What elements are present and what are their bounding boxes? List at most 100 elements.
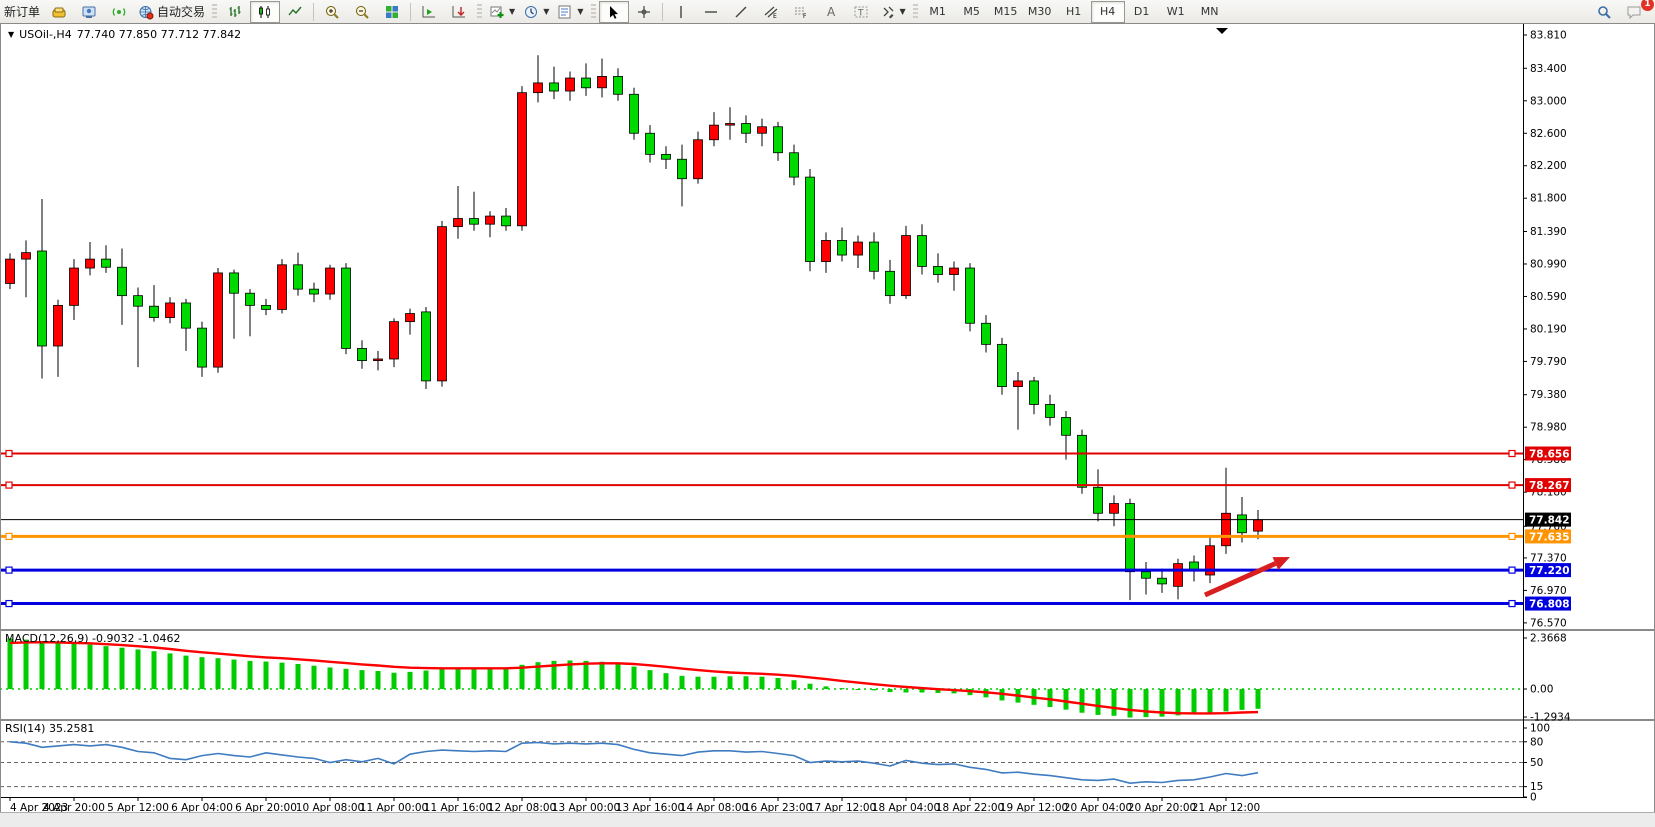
macd-histogram-bar — [583, 660, 589, 689]
chevron-down-icon: ▼ — [543, 7, 550, 16]
horizontal-line-object[interactable] — [0, 599, 1523, 608]
macd-histogram-bar — [39, 641, 45, 689]
price-badge: 78.267 — [1525, 478, 1571, 493]
macd-histogram-bar — [471, 667, 477, 689]
horizontal-line-button[interactable] — [696, 1, 726, 23]
bar-chart-button[interactable] — [220, 1, 250, 23]
bull-candle — [597, 76, 607, 89]
navigator-button[interactable] — [104, 1, 134, 23]
macd-histogram-bar — [823, 686, 829, 689]
trend-arrow-annotation[interactable] — [1203, 557, 1290, 598]
toolbar-grip — [477, 3, 483, 20]
macd-histogram-bar — [343, 668, 349, 689]
timeframe-mn-button[interactable]: MN — [1200, 5, 1219, 18]
line-chart-icon — [288, 6, 302, 15]
line-chart-button[interactable] — [280, 1, 310, 23]
zoom-out-button[interactable] — [347, 1, 377, 23]
auto-scroll-icon — [422, 5, 436, 17]
price-tick-label: 76.570 — [1530, 617, 1567, 629]
candlestick-chart-button[interactable] — [250, 0, 281, 23]
macd-histogram-bar — [167, 653, 173, 689]
cursor-button[interactable] — [598, 0, 629, 23]
search-icon — [1598, 5, 1611, 19]
timeframe-m5-button[interactable]: M5 — [963, 5, 980, 18]
line-handle[interactable] — [5, 599, 13, 608]
vertical-line-button[interactable] — [666, 1, 696, 23]
crosshair-button[interactable] — [629, 1, 659, 23]
bull-candle — [517, 92, 527, 227]
date-label: 14 Apr 08:00 — [680, 802, 748, 813]
text-label-button[interactable]: T — [846, 1, 876, 23]
bear-candle — [549, 82, 559, 92]
macd-histogram-bar — [295, 663, 301, 689]
new-chart-icon — [52, 7, 66, 17]
horizontal-line-object[interactable] — [0, 566, 1523, 574]
indicators-button[interactable]: ▼ — [485, 1, 519, 23]
chart-window[interactable]: 83.810 83.400 83.000 82.600 82.200 81.800 81.3… — [0, 23, 1655, 813]
market-watch-button[interactable] — [74, 1, 104, 23]
bear-candle — [997, 343, 1007, 387]
crosshair-icon — [637, 5, 650, 18]
timeframe-h1-button[interactable]: H1 — [1066, 5, 1082, 18]
timeframe-w1-button[interactable]: W1 — [1166, 5, 1185, 18]
text-button[interactable]: A — [816, 1, 846, 23]
line-handle[interactable] — [1508, 481, 1516, 489]
autotrading-button[interactable]: 自动交易 — [134, 1, 209, 23]
chart-window-button[interactable] — [44, 1, 74, 23]
timeframe-d1-button[interactable]: D1 — [1133, 5, 1150, 18]
timeframe-h4-button[interactable]: H4 — [1090, 0, 1125, 23]
macd-histogram-bar — [327, 667, 333, 689]
line-handle[interactable] — [1508, 532, 1516, 541]
chart-canvas[interactable]: 83.810 83.400 83.000 82.600 82.200 81.800 81.3… — [0, 23, 1655, 813]
bull-candle — [1205, 545, 1215, 576]
zoom-in-button[interactable] — [317, 1, 347, 23]
auto-scroll-button[interactable] — [414, 1, 444, 23]
trendline-button[interactable] — [726, 1, 756, 23]
macd-histogram-bar — [1127, 689, 1133, 718]
tile-windows-icon — [386, 5, 399, 18]
svg-text:T: T — [857, 8, 864, 18]
line-handle[interactable] — [1508, 449, 1516, 458]
scroll-marker-icon[interactable] — [1216, 28, 1228, 34]
toolbar-separator — [661, 2, 663, 21]
horizontal-line-object[interactable] — [0, 532, 1523, 541]
line-handle[interactable] — [5, 532, 13, 541]
date-label: 10 Apr 08:00 — [296, 802, 364, 813]
zoom-in-icon — [326, 5, 339, 19]
bull-candle — [453, 218, 463, 228]
date-label: 4 Apr 20:00 — [43, 802, 105, 813]
macd-tick-label: 0.00 — [1530, 684, 1553, 696]
line-handle[interactable] — [5, 481, 13, 489]
trend-arrow-head[interactable] — [1272, 557, 1290, 570]
macd-histogram-bar — [119, 647, 125, 689]
line-handle[interactable] — [1508, 599, 1516, 608]
price-tick-label: 81.800 — [1530, 193, 1567, 205]
bear-candle — [293, 264, 303, 290]
svg-text:A: A — [827, 5, 836, 19]
macd-histogram-bar — [455, 668, 461, 689]
trend-arrow-shaft[interactable] — [1203, 561, 1277, 598]
line-handle[interactable] — [5, 566, 13, 574]
channel-button[interactable]: E — [756, 1, 786, 23]
tile-windows-button[interactable] — [377, 1, 407, 23]
bear-candle — [197, 327, 207, 368]
horizontal-line-object[interactable] — [0, 449, 1523, 458]
timeframe-m1-button[interactable]: M1 — [929, 5, 946, 18]
date-label: 11 Apr 00:00 — [360, 802, 428, 813]
search-button[interactable] — [1589, 1, 1619, 23]
periods-button[interactable]: ▼ — [519, 1, 553, 23]
macd-histogram-bar — [7, 638, 13, 689]
timeframe-m15-button[interactable]: M15 — [993, 5, 1018, 18]
timeframe-m30-button[interactable]: M30 — [1027, 5, 1052, 18]
new-order-button[interactable]: 新订单 — [4, 5, 41, 19]
fibonacci-button[interactable]: F — [786, 1, 816, 23]
date-label: 6 Apr 20:00 — [235, 802, 297, 813]
bull-candle — [1173, 563, 1183, 587]
arrows-button[interactable]: ▼ — [876, 1, 910, 23]
templates-button[interactable]: ▼ — [553, 1, 587, 23]
line-handle[interactable] — [1508, 566, 1516, 574]
horizontal-line-object[interactable] — [0, 481, 1523, 489]
chart-shift-button[interactable] — [444, 1, 474, 23]
notifications-button[interactable]: 1 — [1619, 0, 1654, 23]
line-handle[interactable] — [5, 449, 13, 458]
